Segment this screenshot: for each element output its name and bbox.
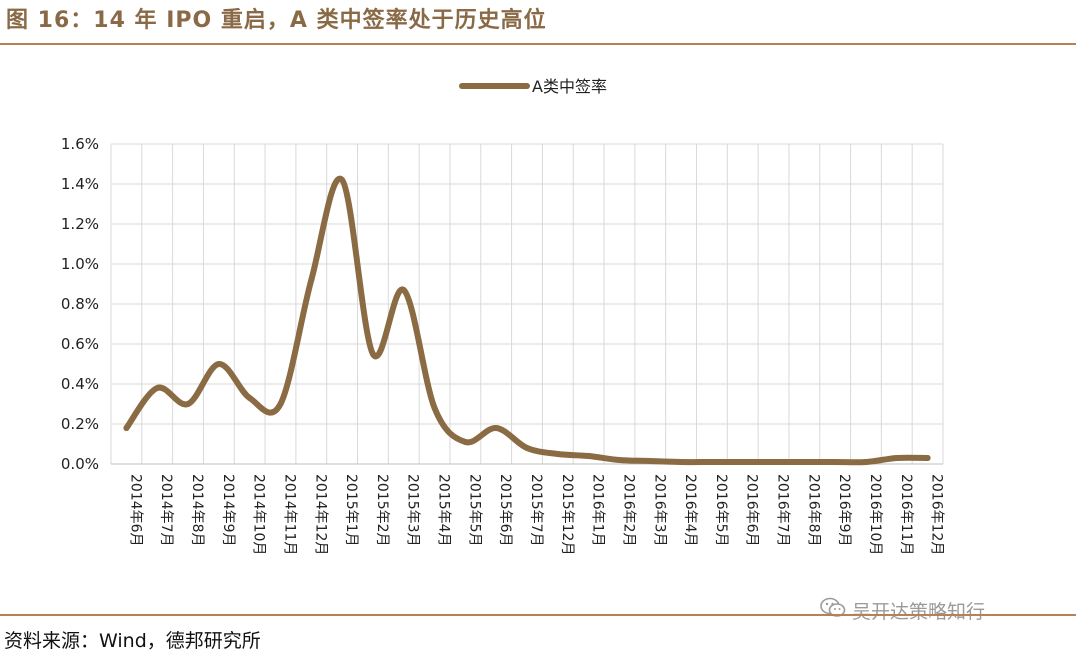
data-point [339, 177, 346, 183]
footer-divider [0, 614, 1076, 616]
data-point [554, 451, 561, 457]
x-tick-label: 2014年8月 [189, 474, 205, 547]
watermark-text: 吴开达策略知行 [852, 601, 986, 623]
x-tick-label: 2015年5月 [466, 474, 482, 547]
x-tick-label: 2014年11月 [281, 474, 297, 555]
data-point [708, 459, 715, 465]
x-tick-label: 2014年10月 [251, 474, 267, 555]
x-axis-ticks: 2014年6月 2014年7月 2014年8月 2014年9月 2014年10月 2014… [127, 474, 944, 555]
data-point [770, 459, 777, 465]
data-point [431, 405, 438, 411]
data-point [862, 459, 869, 465]
data-point [246, 395, 253, 401]
x-tick-label: 2016年2月 [620, 474, 636, 547]
data-point [832, 459, 839, 465]
series-points [123, 177, 931, 465]
x-tick-label: 2016年6月 [744, 474, 760, 547]
data-point [123, 425, 130, 431]
x-tick-label: 2014年12月 [312, 474, 328, 555]
data-point [215, 361, 222, 367]
y-tick-label: 0.2% [61, 415, 99, 433]
x-tick-label: 2016年8月 [805, 474, 821, 547]
x-tick-label: 2015年6月 [497, 474, 513, 547]
x-tick-label: 2014年6月 [127, 474, 143, 547]
y-tick-label: 0.0% [61, 455, 99, 473]
x-tick-label: 2016年4月 [682, 474, 698, 547]
x-tick-label: 2015年3月 [405, 474, 421, 547]
source-note: 资料来源：Wind，德邦研究所 [4, 630, 261, 652]
y-axis-ticks: 0.0% 0.2% 0.4% 0.6% 0.8% 1.0% 1.2% 1.4% 1.6% [61, 135, 99, 473]
x-tick-label: 2016年1月 [590, 474, 606, 547]
series-line-a-class-rate [123, 175, 931, 466]
y-tick-label: 0.4% [61, 375, 99, 393]
data-point [524, 445, 530, 451]
y-tick-label: 0.8% [61, 295, 99, 313]
line-chart: A类中签率 0.0% 0.2% 0.4% 0.6% 0.8% 1.0% 1.2% 1.4% 1.… [61, 77, 945, 555]
x-tick-label: 2015年12月 [559, 474, 575, 555]
figure-title: 图 16：14 年 IPO 重启，A 类中签率处于历史高位 [6, 8, 547, 33]
y-tick-label: 1.2% [61, 215, 99, 233]
data-point [616, 457, 623, 463]
x-tick-label: 2016年11月 [898, 474, 914, 555]
data-point [154, 385, 161, 391]
y-tick-label: 1.4% [61, 175, 99, 193]
x-tick-label: 2015年7月 [528, 474, 544, 547]
y-tick-label: 0.6% [61, 335, 99, 353]
legend-label: A类中签率 [532, 77, 607, 96]
x-tick-label: 2016年10月 [867, 474, 883, 555]
wechat-icon [820, 597, 846, 624]
data-point [801, 459, 808, 465]
x-tick-label: 2014年9月 [220, 474, 236, 547]
x-tick-label: 2014年7月 [158, 474, 174, 547]
x-tick-label: 2016年9月 [836, 474, 852, 547]
data-point [585, 453, 592, 459]
data-point [647, 458, 654, 464]
data-point [462, 439, 469, 445]
y-tick-label: 1.0% [61, 255, 99, 273]
data-point [739, 459, 746, 465]
data-point [924, 455, 931, 461]
x-tick-label: 2016年12月 [929, 474, 945, 555]
data-point [369, 351, 376, 357]
watermark: 吴开达策略知行 [820, 597, 985, 624]
legend: A类中签率 [459, 77, 607, 96]
x-tick-label: 2016年7月 [775, 474, 791, 547]
data-point [277, 401, 284, 407]
data-point [400, 287, 407, 293]
data-point [678, 459, 685, 465]
x-tick-label: 2015年1月 [343, 474, 359, 547]
x-tick-label: 2015年2月 [374, 474, 390, 547]
x-tick-label: 2016年5月 [713, 474, 729, 547]
data-point [308, 277, 315, 283]
x-tick-label: 2015年4月 [436, 474, 452, 547]
data-point [493, 425, 500, 431]
grid [110, 143, 944, 465]
y-tick-label: 1.6% [61, 135, 99, 153]
data-point [185, 401, 192, 407]
data-point [893, 455, 900, 461]
title-divider [0, 43, 1076, 45]
x-tick-label: 2016年3月 [651, 474, 667, 547]
